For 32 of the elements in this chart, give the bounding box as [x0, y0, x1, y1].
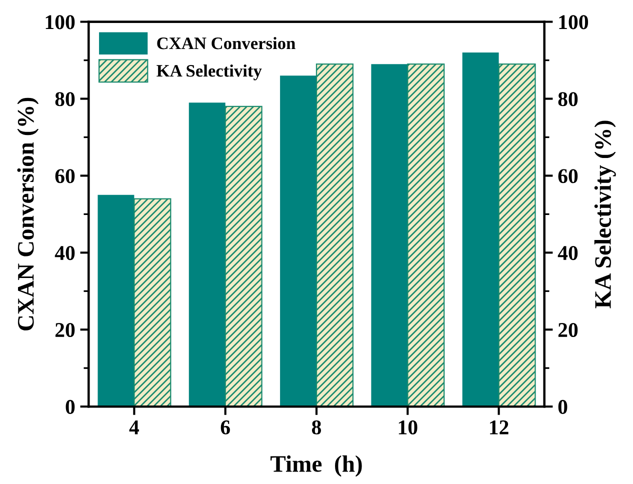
y2-axis-title: KA Selectivity (%) [594, 120, 616, 308]
x-tick-label: 8 [312, 420, 322, 434]
y2-tick-label: 100 [559, 15, 588, 30]
y-tick-label: 80 [55, 92, 75, 106]
x-tick-label: 4 [129, 420, 140, 434]
y-tick-label: 40 [54, 246, 75, 260]
x-tick-label: 6 [220, 420, 230, 434]
x-axis-title: Time (h) [270, 455, 362, 477]
y-tick-label: 0 [66, 400, 75, 414]
bar [98, 194, 134, 407]
y2-tick-label: 20 [558, 322, 578, 338]
bar [498, 64, 536, 407]
y2-tick-label: 60 [558, 169, 578, 184]
bar [280, 76, 316, 407]
y2-tick-label: 80 [558, 92, 578, 106]
bar [316, 64, 354, 407]
bar [188, 102, 226, 407]
y2-tick-label: 40 [558, 246, 578, 260]
y-tick-label: 60 [55, 169, 75, 184]
y-tick-label: 100 [46, 15, 75, 30]
legend-label: KA Selectivity [156, 64, 262, 80]
y2-tick-label: 0 [558, 400, 568, 414]
x-tick-label: 10 [398, 420, 418, 434]
bar [224, 106, 262, 407]
bar [407, 64, 445, 407]
bar [134, 198, 172, 407]
y-axis-title: CXAN Conversion (%) [17, 98, 39, 330]
y-tick-label: 20 [55, 322, 75, 338]
bar [371, 64, 408, 407]
x-tick-label: 12 [490, 420, 508, 434]
legend-label: CXAN Conversion [157, 36, 296, 50]
bar [462, 52, 499, 407]
